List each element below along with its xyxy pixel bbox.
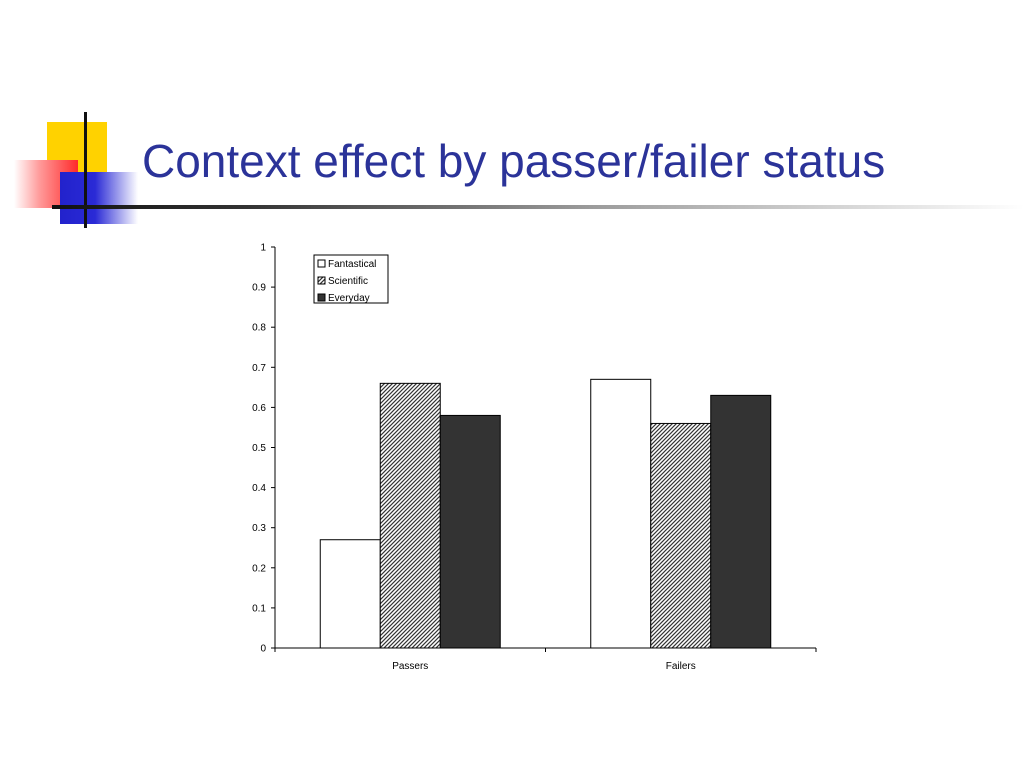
legend-label-scientific: Scientific (328, 276, 368, 287)
legend-label-fantastical: Fantastical (328, 259, 376, 270)
x-tick-label: Passers (392, 661, 428, 672)
x-tick-label: Failers (666, 661, 696, 672)
decorative-vertical-line (84, 112, 87, 228)
y-tick-label: 0.7 (252, 363, 266, 374)
legend-label-everyday: Everyday (328, 293, 370, 304)
bar-everyday-passers (439, 414, 501, 649)
y-tick-label: 1 (260, 243, 266, 254)
y-tick-label: 0.9 (252, 283, 266, 294)
legend-swatch-everyday (317, 293, 326, 302)
bar-scientific-failers (650, 422, 712, 649)
y-tick-label: 0.1 (252, 603, 266, 614)
bar-everyday-failers (710, 394, 772, 649)
y-tick-label: 0.2 (252, 563, 266, 574)
legend (313, 254, 389, 304)
y-tick-label: 0.8 (252, 323, 266, 334)
legend-swatch-fantastical (317, 259, 326, 268)
legend-swatch-scientific (317, 276, 326, 285)
title-underline (52, 205, 1024, 209)
bar-fantastical-failers (590, 378, 652, 649)
bar-fantastical-passers (319, 539, 381, 649)
decorative-blue-square (60, 172, 138, 224)
y-tick-label: 0.6 (252, 403, 266, 414)
slide-title: Context effect by passer/failer status (142, 135, 886, 187)
y-tick-label: 0 (260, 644, 266, 655)
y-tick-label: 0.3 (252, 523, 266, 534)
y-tick-label: 0.5 (252, 443, 266, 454)
bar-scientific-passers (379, 382, 441, 649)
y-tick-label: 0.4 (252, 483, 266, 494)
